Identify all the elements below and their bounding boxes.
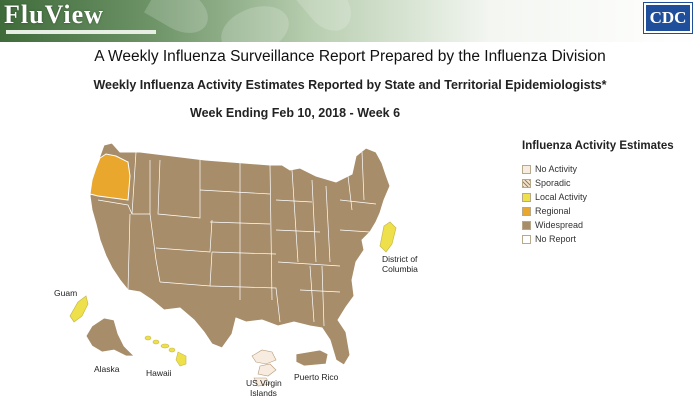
dc-label-line1: District of [382, 254, 418, 264]
guam-label: Guam [54, 288, 77, 298]
alaska-state[interactable] [85, 317, 135, 357]
fluview-logo[interactable]: FluView [4, 0, 156, 34]
header-banner: FluView CDC [0, 0, 700, 42]
legend-item: Sporadic [522, 176, 692, 190]
oregon-state[interactable] [89, 153, 131, 201]
report-title: A Weekly Influenza Surveillance Report P… [94, 48, 606, 65]
puerto-rico-label: Puerto Rico [294, 372, 339, 382]
state-borders [97, 151, 377, 327]
week-label: Week Ending Feb 10, 2018 - Week 6 [190, 106, 401, 120]
guam-territory[interactable] [69, 295, 89, 323]
hawaii-state[interactable] [144, 335, 187, 367]
legend-swatch [522, 206, 531, 216]
report-subtitle: Weekly Influenza Activity Estimates Repo… [93, 78, 607, 92]
legend-item: Regional [522, 204, 692, 218]
dc-label-line2: Columbia [382, 264, 418, 274]
legend-swatch [522, 164, 531, 174]
legend-title: Influenza Activity Estimates [522, 140, 674, 152]
legend-items: No Activity Sporadic Local Activity Regiona… [522, 162, 692, 246]
legend-label: Widespread [535, 220, 584, 230]
us-virgin-islands-territory[interactable] [251, 349, 277, 387]
cdc-logo[interactable]: CDC [644, 3, 692, 33]
legend-swatch [522, 192, 531, 202]
puerto-rico-territory[interactable] [295, 349, 329, 367]
legend-label: Sporadic [535, 178, 571, 188]
usvi-label-line2: Islands [250, 388, 277, 398]
legend-item: No Activity [522, 162, 692, 176]
legend-label: Regional [535, 206, 571, 216]
usvi-label-line1: US Virgin [246, 378, 282, 388]
cdc-logo-text: CDC [649, 8, 687, 27]
legend-label: Local Activity [535, 192, 588, 202]
logo-underline [6, 30, 156, 34]
legend-label: No Activity [535, 164, 578, 174]
alaska-label: Alaska [94, 364, 120, 374]
fluview-logo-text: FluView [4, 0, 104, 29]
legend-swatch [522, 220, 531, 230]
legend-swatch [522, 178, 531, 188]
legend-item: Widespread [522, 218, 692, 232]
legend: Influenza Activity Estimates No Activity… [522, 140, 692, 246]
legend-item: No Report [522, 232, 692, 246]
legend-label: No Report [535, 234, 577, 244]
legend-item: Local Activity [522, 190, 692, 204]
dc-callout[interactable] [379, 221, 397, 253]
hawaii-label: Hawaii [146, 368, 172, 378]
legend-swatch [522, 234, 531, 244]
